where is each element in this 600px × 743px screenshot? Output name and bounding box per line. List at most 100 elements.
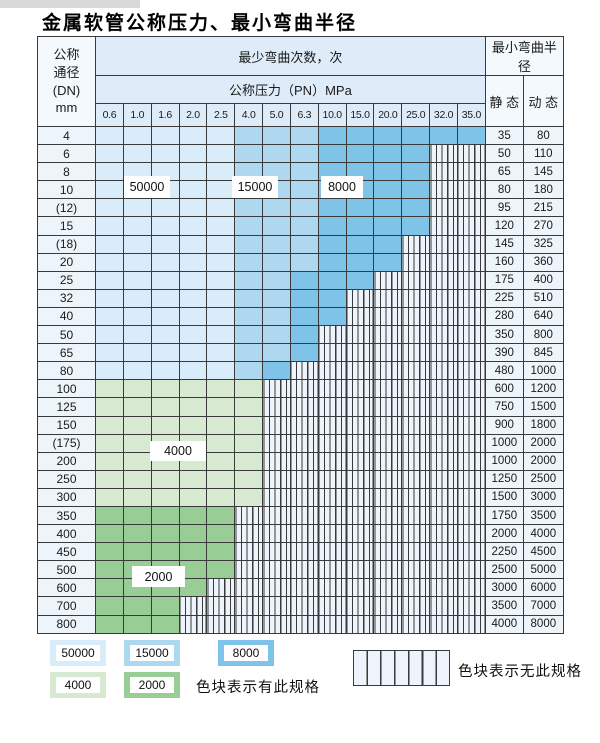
spec-cell-none	[289, 596, 319, 616]
spec-cell	[178, 379, 208, 399]
dynamic-radius-cell: 800	[522, 325, 564, 345]
dynamic-radius-cell: 360	[522, 252, 564, 272]
spec-cell-none	[234, 560, 264, 580]
spec-cell	[206, 125, 236, 146]
dn-cell: 25	[37, 270, 96, 290]
spec-cell	[150, 415, 180, 435]
legend-no-spec-text: 色块表示无此规格	[458, 664, 582, 680]
spec-cell	[95, 415, 124, 435]
table-row-dn-32: 32 225 510	[37, 288, 564, 308]
spec-cell-none	[289, 433, 319, 453]
static-radius-cell: 1500	[484, 487, 524, 507]
pressure-value-header: 10.0	[317, 103, 347, 127]
spec-cell	[262, 252, 291, 272]
spec-cell-none	[317, 343, 347, 363]
spec-cell	[234, 379, 264, 399]
spec-cell	[206, 542, 236, 562]
spec-cell-none	[429, 234, 458, 254]
spec-cell	[234, 252, 264, 272]
spec-cell-none	[429, 144, 458, 164]
spec-cell	[150, 125, 180, 146]
spec-cell	[95, 343, 124, 363]
spec-cell	[206, 306, 236, 327]
spec-cell	[206, 180, 236, 200]
dn-cell: 50	[37, 325, 96, 345]
table-row-dn-65: 65 390 845	[37, 343, 564, 363]
table-row-dn-150: 150 900 1800	[37, 415, 564, 435]
spec-cell	[401, 180, 431, 200]
spec-cell	[206, 379, 236, 399]
header-row-1: 公称 通径 (DN) mm 最少弯曲次数，次 最小弯曲半径	[37, 36, 564, 127]
spec-cell-none	[456, 270, 486, 290]
pressure-value-header: 20.0	[373, 103, 403, 127]
spec-cell	[178, 325, 208, 345]
spec-cell	[150, 234, 180, 254]
spec-cell-none	[178, 596, 208, 616]
spec-cell-none	[262, 578, 291, 598]
spec-cell-none	[456, 361, 486, 381]
spec-cell-none	[456, 288, 486, 308]
spec-cell	[206, 252, 236, 272]
spec-cell	[289, 198, 319, 218]
spec-cell	[234, 361, 264, 381]
spec-cell-none	[345, 542, 375, 562]
spec-cell	[122, 234, 152, 254]
spec-cell	[289, 252, 319, 272]
spec-cell-none	[289, 487, 319, 507]
spec-cell	[178, 560, 208, 580]
dynamic-radius-cell: 215	[522, 198, 564, 218]
static-radius-cell: 145	[484, 234, 524, 254]
spec-cell	[122, 343, 152, 363]
spec-cell	[178, 343, 208, 363]
spec-cell	[178, 125, 208, 146]
dn-cell: 500	[37, 560, 96, 580]
spec-cell	[178, 578, 208, 598]
spec-cell-none	[401, 379, 431, 399]
spec-cell-none	[289, 397, 319, 417]
matrix-tag-2000: 2000	[132, 566, 185, 587]
spec-cell-none	[234, 578, 264, 598]
dynamic-radius-cell: 1500	[522, 397, 564, 417]
spec-cell-none	[345, 505, 375, 526]
spec-cell-none	[234, 614, 264, 634]
spec-cell	[178, 397, 208, 417]
pressure-value-header: 35.0	[456, 103, 486, 127]
spec-cell-none	[456, 524, 486, 544]
spec-cell	[95, 125, 124, 146]
spec-cell-none	[429, 361, 458, 381]
dn-cell: 20	[37, 252, 96, 272]
spec-cell	[178, 270, 208, 290]
legend-swatch-label: 2000	[130, 677, 174, 693]
spec-cell	[317, 125, 347, 146]
spec-cell	[373, 162, 403, 182]
spec-cell-none	[262, 487, 291, 507]
table-row-dn-100: 100 600 1200	[37, 379, 564, 399]
spec-cell	[401, 216, 431, 236]
legend-swatch-label: 50000	[56, 645, 100, 661]
spec-cell	[122, 216, 152, 236]
dn-header-cell: 公称 通径 (DN) mm	[37, 36, 96, 127]
spec-cell	[95, 361, 124, 381]
spec-cell	[234, 234, 264, 254]
table-row-dn-10: 10 80 180	[37, 180, 564, 200]
spec-cell	[95, 524, 124, 544]
spec-cell-none	[429, 180, 458, 200]
dn-cell: 300	[37, 487, 96, 507]
spec-cell-none	[429, 578, 458, 598]
spec-cell-none	[289, 469, 319, 489]
spec-cell	[122, 252, 152, 272]
spec-cell	[95, 596, 124, 616]
spec-cell-none	[345, 397, 375, 417]
spec-cell-none	[401, 361, 431, 381]
static-radius-cell: 225	[484, 288, 524, 308]
table-row-dn-175: (175) 1000 2000	[37, 433, 564, 453]
bend-cycles-header: 最少弯曲次数，次	[95, 36, 486, 76]
spec-cell	[150, 198, 180, 218]
pressure-value-header: 6.3	[289, 103, 319, 127]
spec-cell	[150, 596, 180, 616]
spec-cell	[178, 180, 208, 200]
spec-cell-none	[345, 469, 375, 489]
spec-cell-none	[429, 560, 458, 580]
spec-cell-none	[206, 578, 236, 598]
pressure-value-header: 15.0	[345, 103, 375, 127]
